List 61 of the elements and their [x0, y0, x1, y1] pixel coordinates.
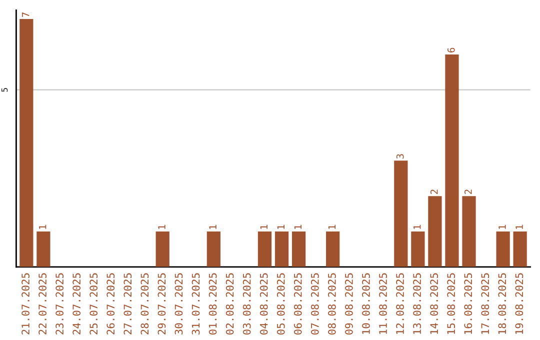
- bar: [513, 231, 527, 267]
- data-label: 1: [39, 224, 46, 229]
- x-tick-label: 16.08.2025: [464, 273, 472, 334]
- x-tick-label: 25.07.2025: [90, 273, 98, 334]
- x-tick-label: 11.08.2025: [379, 273, 387, 334]
- x-tick-label: 09.08.2025: [345, 273, 353, 334]
- x-tick-label: 17.08.2025: [481, 273, 490, 334]
- x-tick-label: 19.08.2025: [515, 273, 524, 334]
- bar: [274, 231, 289, 267]
- data-label: 1: [498, 224, 506, 229]
- bar: [36, 231, 50, 267]
- x-tick-label: 21.07.2025: [22, 273, 30, 334]
- bar: [326, 231, 340, 267]
- x-tick-label: 28.07.2025: [140, 273, 149, 334]
- x-tick-label: 05.08.2025: [276, 273, 285, 334]
- data-label: 6: [447, 48, 455, 52]
- x-tick-label: 24.07.2025: [72, 273, 81, 334]
- data-label: 1: [209, 224, 216, 229]
- bar: [445, 54, 459, 267]
- x-tick-label: 06.08.2025: [294, 273, 302, 334]
- data-label: 2: [430, 190, 438, 194]
- data-label: 2: [464, 190, 472, 194]
- x-tick-label: 10.08.2025: [362, 273, 370, 334]
- bar: [411, 231, 425, 267]
- data-label: 3: [396, 154, 404, 159]
- bar: [292, 231, 306, 267]
- x-tick-label: 03.08.2025: [242, 273, 251, 334]
- data-label: 7: [22, 12, 30, 18]
- bar: [462, 196, 476, 267]
- x-tick-label: 01.08.2025: [208, 273, 217, 334]
- data-label: 1: [294, 224, 302, 229]
- y-tick-label: 5: [1, 88, 8, 92]
- x-tick-label: 08.08.2025: [328, 273, 336, 334]
- x-tick-label: 02.08.2025: [226, 273, 234, 334]
- bar: [20, 19, 34, 267]
- data-label: 1: [158, 224, 166, 229]
- x-tick-label: 27.07.2025: [124, 273, 132, 334]
- bar: [428, 196, 442, 267]
- data-label: 1: [277, 224, 284, 229]
- x-tick-label: 12.08.2025: [396, 273, 404, 334]
- x-tick-label: 18.08.2025: [498, 273, 506, 334]
- x-tick-label: 23.07.2025: [56, 273, 64, 334]
- bar: [394, 160, 408, 267]
- bar: [258, 231, 272, 267]
- x-tick-label: 29.07.2025: [158, 273, 166, 334]
- bar: [206, 231, 220, 267]
- x-tick-label: 15.08.2025: [447, 273, 456, 334]
- x-tick-label: 04.08.2025: [260, 273, 268, 334]
- x-tick-label: 30.07.2025: [174, 273, 183, 334]
- x-tick-label: 14.08.2025: [430, 273, 438, 334]
- data-label: 1: [414, 224, 421, 229]
- data-label: 1: [516, 224, 523, 229]
- x-tick-label: 31.07.2025: [192, 273, 200, 334]
- x-tick-label: 07.08.2025: [310, 273, 319, 334]
- data-label: 1: [328, 224, 336, 229]
- x-tick-label: 13.08.2025: [413, 273, 421, 334]
- bar: [156, 231, 170, 267]
- x-tick-label: 26.07.2025: [106, 273, 115, 334]
- bar: [496, 231, 510, 267]
- data-label: 1: [260, 224, 268, 229]
- x-tick-label: 22.07.2025: [38, 273, 46, 334]
